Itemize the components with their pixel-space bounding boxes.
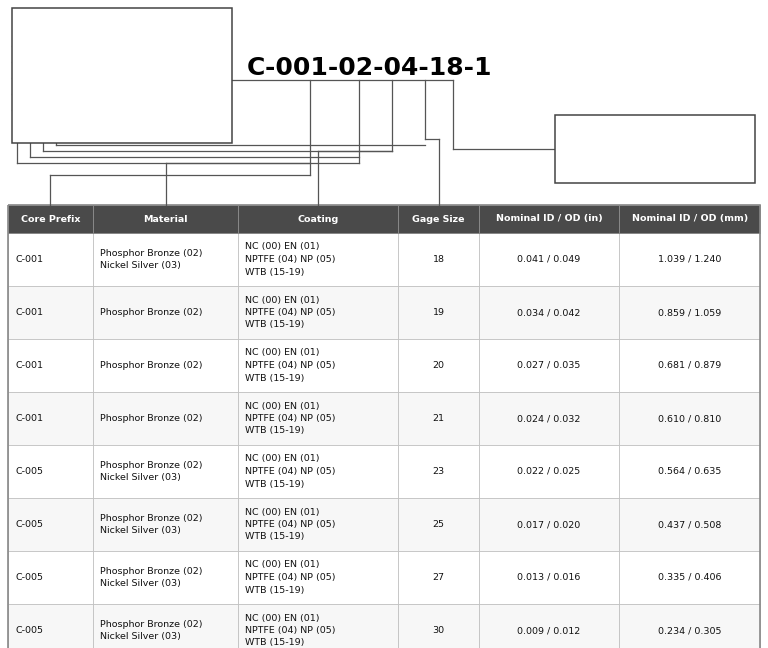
Text: 0.013 / 0.016: 0.013 / 0.016 (518, 573, 581, 582)
Bar (399, 339, 478, 392)
Bar (238, 205, 399, 233)
Text: Phosphor Bronze (02): Phosphor Bronze (02) (100, 361, 203, 370)
Text: 8: 8 (562, 156, 569, 166)
Bar (238, 233, 399, 286)
Bar (238, 498, 399, 551)
Text: 0.027 / 0.035: 0.027 / 0.035 (518, 361, 581, 370)
Text: C-001-02-04-18-1: C-001-02-04-18-1 (247, 56, 493, 80)
Bar (238, 604, 399, 648)
Bar (93, 205, 238, 233)
Bar (619, 392, 760, 445)
Bar (238, 551, 399, 604)
Text: C-001: C-001 (15, 414, 43, 423)
Text: NC (00) EN (01)
NPTFE (04) NP (05)
WTB (15-19): NC (00) EN (01) NPTFE (04) NP (05) WTB (… (245, 402, 336, 435)
Text: 0.034 / 0.042: 0.034 / 0.042 (518, 308, 581, 317)
Bar (93, 286, 238, 339)
Text: 0.335 / 0.406: 0.335 / 0.406 (658, 573, 721, 582)
Bar (93, 392, 238, 445)
Text: Phosphor Bronze (02): Phosphor Bronze (02) (100, 308, 203, 317)
Text: – Phosphor Bronze Material: – Phosphor Bronze Material (50, 54, 184, 64)
Text: 0.859 / 1.059: 0.859 / 1.059 (658, 308, 721, 317)
Bar (619, 339, 760, 392)
Text: 27: 27 (432, 573, 445, 582)
Text: C-001: C-001 (15, 361, 43, 370)
Text: C-005: C-005 (15, 520, 43, 529)
Text: Packaging Designator:: Packaging Designator: (562, 122, 687, 132)
Text: – Core Prefix: – Core Prefix (50, 38, 111, 48)
Bar (619, 205, 760, 233)
Text: 02: 02 (19, 54, 32, 64)
Text: Phosphor Bronze (02)
Nickel Silver (03): Phosphor Bronze (02) Nickel Silver (03) (100, 567, 203, 588)
Text: 0.009 / 0.012: 0.009 / 0.012 (518, 626, 581, 635)
Bar (93, 233, 238, 286)
Bar (93, 445, 238, 498)
Text: 0.022 / 0.025: 0.022 / 0.025 (518, 467, 581, 476)
Text: NC (00) EN (01)
NPTFE (04) NP (05)
WTB (15-19): NC (00) EN (01) NPTFE (04) NP (05) WTB (… (245, 454, 336, 489)
Text: Nominal ID / OD (mm): Nominal ID / OD (mm) (631, 214, 748, 224)
Bar (399, 551, 478, 604)
Text: 04: 04 (19, 70, 32, 80)
Text: Phosphor Bronze (02)
Nickel Silver (03): Phosphor Bronze (02) Nickel Silver (03) (100, 619, 203, 642)
Bar (478, 205, 619, 233)
Text: – Nickel PTFE Coating: – Nickel PTFE Coating (50, 70, 155, 80)
Text: C-005: C-005 (15, 467, 43, 476)
Bar (478, 551, 619, 604)
Bar (555, 115, 755, 183)
Text: 20: 20 (432, 361, 445, 370)
Text: 1: 1 (19, 102, 26, 112)
Bar (619, 286, 760, 339)
Text: 18: 18 (19, 86, 32, 96)
Text: 23: 23 (432, 467, 445, 476)
Text: 19: 19 (432, 308, 445, 317)
Text: 21: 21 (432, 414, 445, 423)
Bar (478, 498, 619, 551)
Text: 0.564 / 0.635: 0.564 / 0.635 (658, 467, 721, 476)
Bar (619, 498, 760, 551)
Bar (12, 8, 232, 143)
Bar (399, 233, 478, 286)
Bar (8, 392, 93, 445)
Text: Nominal ID / OD (in): Nominal ID / OD (in) (495, 214, 602, 224)
Bar (619, 551, 760, 604)
Text: Core Prefix: Core Prefix (21, 214, 80, 224)
Text: 0.024 / 0.032: 0.024 / 0.032 (518, 414, 581, 423)
Text: 0.234 / 0.305: 0.234 / 0.305 (658, 626, 721, 635)
Bar (8, 233, 93, 286)
Text: 18: 18 (432, 255, 445, 264)
Text: NC (00) EN (01)
NPTFE (04) NP (05)
WTB (15-19): NC (00) EN (01) NPTFE (04) NP (05) WTB (… (245, 614, 336, 647)
Bar (399, 286, 478, 339)
Bar (8, 551, 93, 604)
Bar (619, 233, 760, 286)
Text: 1: 1 (562, 140, 569, 150)
Bar (478, 392, 619, 445)
Text: NC (00) EN (01)
NPTFE (04) NP (05)
WTB (15-19): NC (00) EN (01) NPTFE (04) NP (05) WTB (… (245, 507, 336, 542)
Bar (399, 604, 478, 648)
Text: – Gage: – Gage (50, 86, 84, 96)
Bar (399, 205, 478, 233)
Text: Gage Size: Gage Size (412, 214, 465, 224)
Bar (619, 445, 760, 498)
Text: 0.017 / 0.020: 0.017 / 0.020 (518, 520, 581, 529)
Text: Example Part Number Selection:: Example Part Number Selection: (19, 15, 197, 25)
Bar (478, 445, 619, 498)
Bar (93, 498, 238, 551)
Text: Phosphor Bronze (02): Phosphor Bronze (02) (100, 414, 203, 423)
Bar (238, 339, 399, 392)
Bar (93, 551, 238, 604)
Bar (478, 286, 619, 339)
Text: C-001: C-001 (15, 308, 43, 317)
Text: C-005: C-005 (15, 573, 43, 582)
Bar (478, 233, 619, 286)
Text: 0.610 / 0.810: 0.610 / 0.810 (658, 414, 721, 423)
Bar (8, 286, 93, 339)
Bar (8, 205, 760, 648)
Bar (8, 205, 93, 233)
Bar (399, 392, 478, 445)
Bar (238, 286, 399, 339)
Bar (478, 339, 619, 392)
Text: C-001: C-001 (15, 255, 43, 264)
Bar (238, 392, 399, 445)
Text: – Eight Part Packaging: – Eight Part Packaging (575, 156, 684, 166)
Bar (399, 498, 478, 551)
Bar (8, 498, 93, 551)
